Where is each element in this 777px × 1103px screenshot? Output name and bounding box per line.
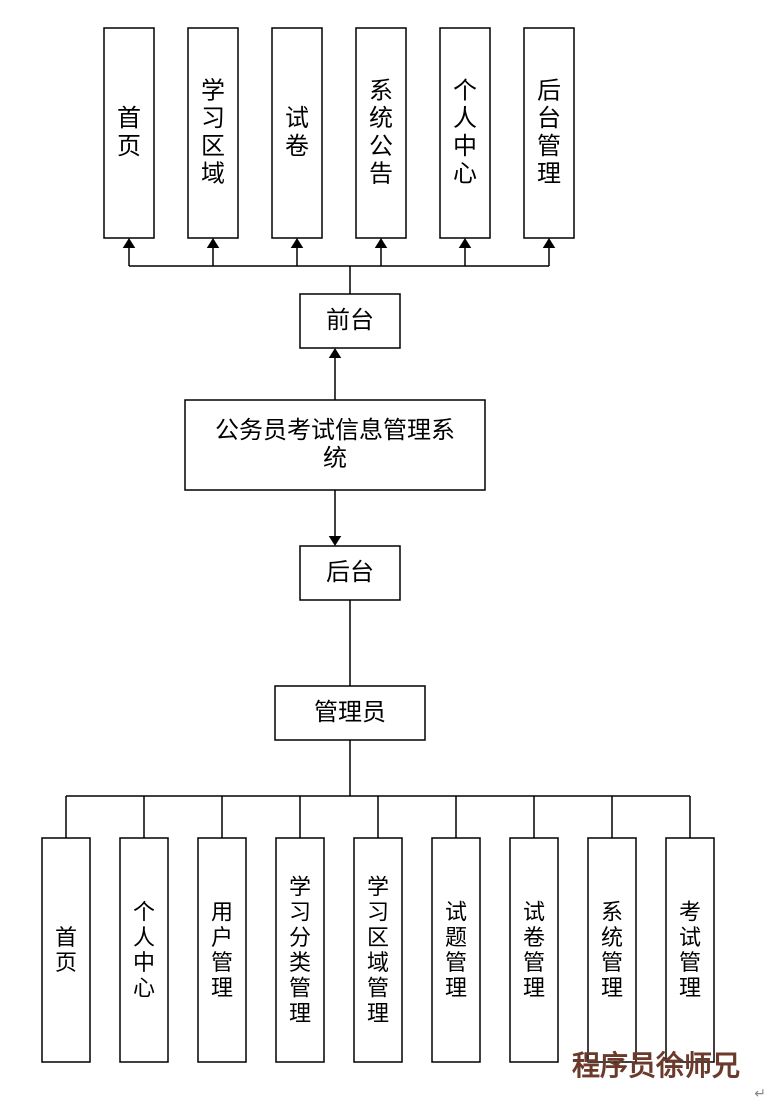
svg-text:告: 告 [369, 160, 393, 187]
svg-text:个: 个 [133, 900, 155, 925]
bottom-node-label-2: 用户管理 [211, 900, 233, 1001]
svg-text:首: 首 [55, 925, 77, 950]
bottom-node-label-6: 试卷管理 [523, 900, 545, 1001]
svg-text:学: 学 [367, 874, 389, 899]
arrowhead-icon [543, 238, 556, 248]
svg-text:域: 域 [367, 950, 389, 975]
arrowhead-icon [291, 238, 304, 248]
svg-text:题: 题 [445, 925, 467, 950]
svg-text:区: 区 [367, 925, 389, 950]
svg-text:台: 台 [537, 105, 561, 132]
svg-text:卷: 卷 [285, 133, 309, 160]
svg-text:首: 首 [117, 105, 141, 132]
svg-text:管: 管 [679, 950, 701, 975]
center-label-line1: 公务员考试信息管理系 [215, 417, 455, 444]
svg-text:页: 页 [117, 134, 141, 160]
bottom-node-label-8: 考试管理 [679, 900, 701, 1001]
bottom-node-label-1: 个人中心 [133, 900, 155, 1001]
arrowhead-icon [207, 238, 220, 248]
svg-text:户: 户 [211, 925, 233, 950]
svg-text:理: 理 [445, 975, 467, 1000]
svg-text:人: 人 [453, 106, 477, 132]
svg-text:心: 心 [133, 975, 155, 1000]
svg-text:个: 个 [453, 78, 477, 105]
svg-text:理: 理 [601, 975, 623, 1000]
svg-text:管: 管 [211, 950, 233, 975]
bottom-node-label-4: 学习区域管理 [367, 874, 389, 1026]
svg-text:试: 试 [445, 900, 467, 925]
svg-text:理: 理 [523, 975, 545, 1000]
bottom-node-label-7: 系统管理 [601, 900, 623, 1001]
svg-text:中: 中 [453, 133, 477, 160]
bottom-node-label-5: 试题管理 [445, 900, 467, 1001]
svg-text:域: 域 [201, 160, 225, 187]
return-glyph: ↵ [754, 1087, 766, 1102]
svg-text:公: 公 [369, 134, 393, 160]
svg-text:理: 理 [679, 975, 701, 1000]
svg-text:理: 理 [367, 1001, 389, 1026]
svg-text:试: 试 [523, 900, 545, 925]
arrowhead-icon [375, 238, 388, 248]
svg-text:理: 理 [211, 975, 233, 1000]
svg-text:用: 用 [211, 900, 233, 925]
svg-text:管: 管 [537, 133, 561, 160]
arrowhead-icon [459, 238, 472, 248]
svg-text:中: 中 [133, 950, 155, 975]
svg-text:考: 考 [679, 900, 701, 925]
svg-text:理: 理 [537, 161, 561, 187]
arrowhead-icon [123, 238, 136, 248]
arrowhead-icon [329, 348, 342, 358]
svg-text:习: 习 [289, 900, 311, 925]
watermark-text: 程序员徐师兄 [572, 1049, 740, 1082]
svg-text:理: 理 [289, 1001, 311, 1026]
svg-text:试: 试 [679, 925, 701, 950]
svg-text:统: 统 [601, 925, 623, 950]
svg-text:试: 试 [285, 105, 309, 132]
bottom-node-label-3: 学习分类管理 [289, 874, 311, 1026]
svg-text:后: 后 [537, 78, 561, 105]
arrowhead-icon [329, 536, 342, 546]
svg-text:习: 习 [367, 900, 389, 925]
svg-text:管: 管 [445, 950, 467, 975]
center-label-line2: 统 [323, 445, 347, 472]
bottom-node-label-0: 首页 [55, 925, 77, 975]
svg-text:习: 习 [201, 106, 225, 132]
svg-text:管: 管 [367, 975, 389, 1000]
svg-text:类: 类 [289, 950, 311, 975]
svg-text:学: 学 [201, 78, 225, 105]
center-box [185, 400, 485, 490]
svg-text:管: 管 [523, 950, 545, 975]
svg-text:学: 学 [289, 874, 311, 899]
svg-text:系: 系 [601, 900, 623, 925]
backend-label: 后台 [326, 559, 374, 586]
frontend-label: 前台 [326, 307, 374, 334]
svg-text:管: 管 [289, 975, 311, 1000]
svg-text:管: 管 [601, 950, 623, 975]
svg-text:人: 人 [133, 925, 155, 950]
admin-label: 管理员 [314, 699, 386, 726]
svg-text:系: 系 [369, 78, 393, 105]
svg-text:区: 区 [201, 134, 225, 160]
svg-text:卷: 卷 [523, 925, 545, 950]
svg-text:分: 分 [289, 925, 311, 950]
svg-text:页: 页 [55, 950, 77, 975]
svg-text:心: 心 [453, 161, 477, 187]
svg-text:统: 统 [369, 105, 393, 132]
